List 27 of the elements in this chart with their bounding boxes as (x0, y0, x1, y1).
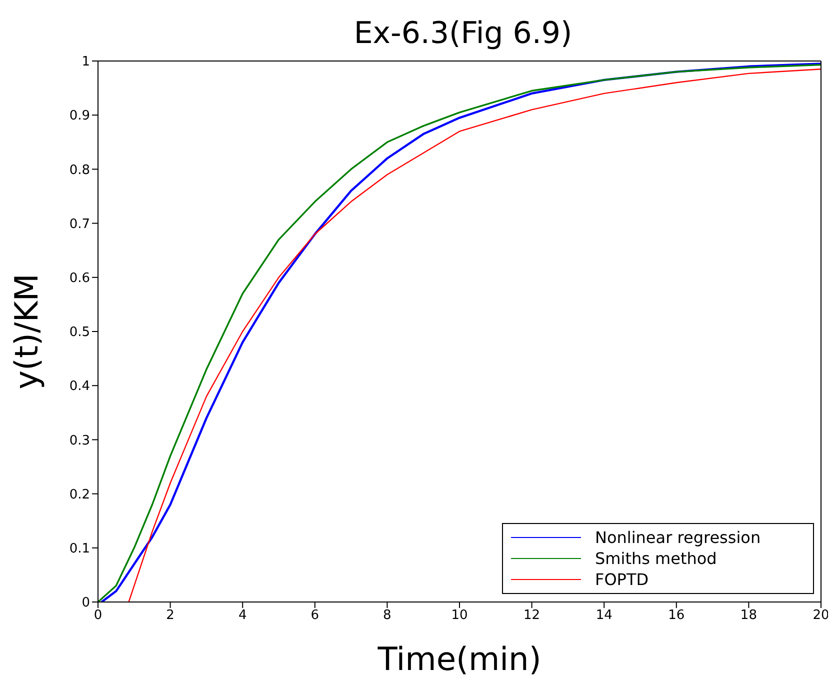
x-tick-label: 16 (668, 608, 685, 624)
x-tick-label: 14 (596, 608, 612, 624)
x-tick-label: 10 (451, 608, 468, 624)
x-tick-label: 0 (94, 608, 102, 624)
y-tick-label: 0.2 (69, 487, 90, 502)
y-axis-title: y(t)/KM (7, 274, 46, 390)
x-tick-label: 8 (383, 608, 392, 624)
y-tick-label: 0.1 (69, 542, 90, 557)
y-tick-label: 0.6 (69, 271, 90, 286)
legend-label: Smiths method (595, 549, 717, 568)
y-tick-label: 0 (82, 596, 90, 611)
y-tick-label: 0.4 (69, 379, 90, 394)
x-tick-label: 18 (740, 608, 757, 624)
x-tick-label: 4 (238, 608, 247, 624)
y-tick-label: 1 (82, 54, 90, 70)
chart-title: Ex-6.3(Fig 6.9) (354, 16, 572, 51)
legend-label: FOPTD (595, 570, 649, 589)
y-tick-label: 0.8 (69, 162, 90, 178)
x-axis-title: Time(min) (376, 640, 542, 678)
x-tick-label: 6 (310, 608, 320, 624)
y-tick-label: 0.3 (69, 433, 90, 448)
y-tick-label: 0.7 (69, 216, 90, 232)
x-tick-label: 12 (524, 608, 540, 624)
y-tick-label: 0.9 (69, 108, 90, 124)
legend-label: Nonlinear regression (595, 528, 761, 547)
y-tick-label: 0.5 (69, 325, 90, 340)
x-tick-label: 2 (166, 608, 174, 624)
